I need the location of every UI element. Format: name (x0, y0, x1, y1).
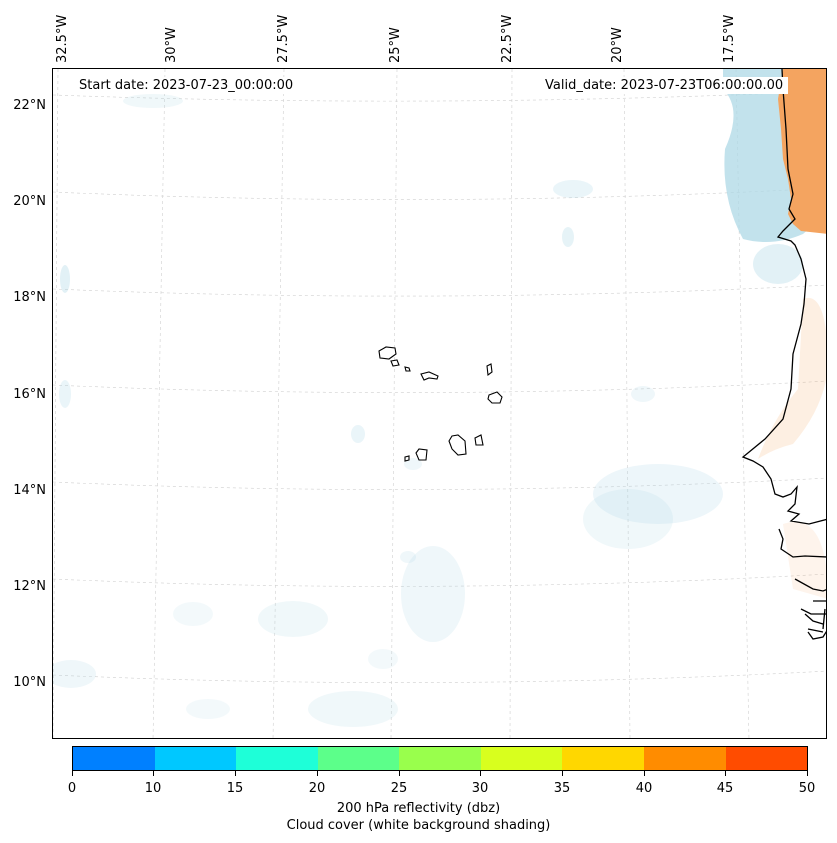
colorbar-tick (317, 771, 318, 776)
colorbar-tick-label: 30 (471, 781, 489, 796)
land-shading (778, 69, 826, 234)
colorbar-label: 200 hPa reflectivity (dbz) (336, 801, 501, 816)
coastline (741, 69, 826, 640)
colorbar-segment-40-45 (643, 747, 726, 770)
lon-label-17-5w: 17.5°W (722, 14, 737, 63)
lon-label-22-5w: 22.5°W (500, 14, 515, 63)
lat-label-16n: 16°N (13, 387, 46, 402)
colorbar-sublabel: Cloud cover (white background shading) (286, 818, 551, 833)
lat-label-10n: 10°N (13, 675, 46, 690)
cape-verde-islands (378, 346, 503, 462)
coastal-shading (758, 297, 826, 599)
lat-label-18n: 18°N (13, 290, 46, 305)
colorbar-tick-label: 45 (716, 781, 734, 796)
colorbar-tick-label: 0 (67, 781, 77, 796)
colorbar-tick-label: 10 (144, 781, 162, 796)
lat-label-12n: 12°N (13, 579, 46, 594)
colorbar-segment-30-35 (480, 747, 563, 770)
colorbar-tick-label: 15 (226, 781, 244, 796)
valid-date-label: Valid_date: 2023-07-23T06:00:00.00 (540, 77, 789, 94)
colorbar-tick (725, 771, 726, 776)
colorbar-tick (480, 771, 481, 776)
cloud-cover-shading (53, 69, 817, 727)
lon-label-25w: 25°W (388, 27, 403, 63)
map-panel (52, 68, 827, 739)
colorbar-segment-25-30 (399, 747, 481, 770)
colorbar-segment-0-10 (73, 747, 155, 770)
colorbar-segment-15-20 (236, 747, 318, 770)
colorbar-tick-label: 20 (308, 781, 326, 796)
start-date-label: Start date: 2023-07-23_00:00:00 (74, 77, 299, 94)
lon-label-20w: 20°W (610, 27, 625, 63)
colorbar-tick (807, 771, 808, 776)
colorbar-tick (72, 771, 73, 776)
lon-label-27-5w: 27.5°W (276, 14, 291, 63)
lat-label-22n: 22°N (13, 98, 46, 113)
colorbar-tick-label: 50 (798, 781, 816, 796)
lat-label-14n: 14°N (13, 483, 46, 498)
colorbar-segment-20-25 (317, 747, 400, 770)
colorbar-tick-label: 35 (553, 781, 571, 796)
lon-label-32-5w: 32.5°W (55, 14, 70, 63)
lat-label-20n: 20°N (13, 194, 46, 209)
colorbar-segment-45-50 (725, 747, 808, 770)
colorbar-tick (644, 771, 645, 776)
colorbar-segment-35-40 (562, 747, 644, 770)
map-canvas (53, 69, 826, 738)
colorbar-tick-label: 25 (390, 781, 408, 796)
colorbar-tick (153, 771, 154, 776)
colorbar-tick (562, 771, 563, 776)
colorbar-tick-label: 40 (635, 781, 653, 796)
graticule (53, 69, 826, 738)
colorbar-segment-10-15 (154, 747, 237, 770)
colorbar-tick (399, 771, 400, 776)
lon-label-30w: 30°W (164, 27, 179, 63)
reflectivity-colorbar (72, 746, 808, 771)
colorbar-tick (235, 771, 236, 776)
